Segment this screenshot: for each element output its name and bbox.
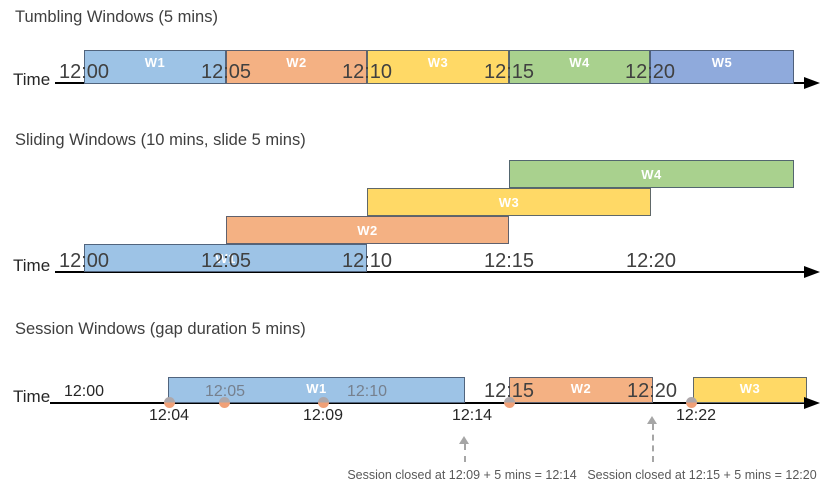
tumbling-tick-label: 12:05 [200, 61, 252, 83]
tumbling-tick-label: 12:15 [483, 61, 535, 83]
session-window-label: W3 [739, 381, 761, 396]
tumbling-time-label: Time [13, 70, 51, 89]
event-dot [164, 397, 175, 408]
sliding-window-w2 [226, 216, 509, 244]
session-window-w2 [509, 377, 653, 403]
tumbling-window-w1 [84, 50, 226, 84]
event-dot [686, 397, 697, 408]
tumbling-tick-label: 12:20 [624, 61, 676, 83]
sliding-tick-label: 12:20 [625, 250, 677, 272]
tumbling-window-label: W5 [711, 55, 733, 70]
session-tick-label: 12:00 [63, 383, 105, 400]
sliding-window-label: W1 [215, 251, 236, 266]
sliding-axis-arrow-icon [804, 266, 820, 278]
sliding-title: Sliding Windows (10 mins, slide 5 mins) [15, 131, 306, 149]
sliding-tick-label: 12:05 [200, 250, 252, 272]
annotation-arrow-icon [647, 416, 657, 424]
session-window-label: W1 [306, 381, 327, 396]
event-time-label: 12:22 [675, 407, 717, 424]
tumbling-tick-label: 12:00 [58, 61, 110, 83]
tumbling-window-label: W3 [427, 55, 449, 70]
sliding-window-label: W3 [498, 195, 520, 210]
event-dot [504, 397, 515, 408]
session-tick-label: 12:10 [346, 383, 388, 400]
tumbling-window-label: W2 [286, 55, 307, 70]
tumbling-tick-label: 12:10 [341, 61, 393, 83]
sliding-window-w3 [367, 188, 651, 216]
session-window-label: W2 [570, 381, 592, 396]
sliding-axis [55, 271, 807, 273]
sliding-tick-label: 12:10 [341, 250, 393, 272]
tumbling-window-label: W4 [569, 55, 590, 70]
session-title: Session Windows (gap duration 5 mins) [15, 320, 306, 338]
tumbling-window-w3 [367, 50, 509, 84]
tumbling-window-w2 [226, 50, 367, 84]
session-tick-label: 12:05 [204, 383, 246, 400]
session-annotation: Session closed at 12:15 + 5 mins = 12:20 [587, 468, 817, 482]
annotation-arrow-icon [459, 436, 469, 444]
sliding-window-w4 [509, 160, 794, 188]
event-dot [219, 397, 230, 408]
session-axis-arrow-icon [804, 397, 820, 409]
sliding-time-label: Time [13, 256, 51, 275]
tumbling-window-w4 [509, 50, 650, 84]
tumbling-window-w5 [650, 50, 794, 84]
session-time-label: Time [13, 387, 51, 406]
event-dot [318, 397, 329, 408]
session-window-w3 [693, 377, 807, 403]
sliding-window-w1 [84, 244, 367, 272]
annotation-arrow-stem [652, 424, 654, 462]
session-annotation: Session closed at 12:09 + 5 mins = 12:14 [347, 468, 577, 482]
session-axis [50, 402, 807, 404]
event-time-label: 12:09 [302, 407, 344, 424]
sliding-tick-label: 12:15 [483, 250, 535, 272]
tumbling-title: Tumbling Windows (5 mins) [15, 8, 218, 26]
event-time-label: 12:04 [148, 407, 190, 424]
tumbling-window-label: W1 [144, 55, 166, 70]
tumbling-axis-arrow-icon [804, 77, 820, 89]
event-time-label: 12:14 [451, 407, 493, 424]
session-tick-label: 12:20 [626, 380, 678, 402]
sliding-tick-label: 12:00 [58, 250, 110, 272]
session-window-w1 [168, 377, 465, 403]
session-tick-label: 12:15 [483, 380, 535, 402]
sliding-window-label: W4 [641, 167, 662, 182]
annotation-arrow-stem [464, 444, 466, 462]
sliding-window-label: W2 [357, 223, 378, 238]
